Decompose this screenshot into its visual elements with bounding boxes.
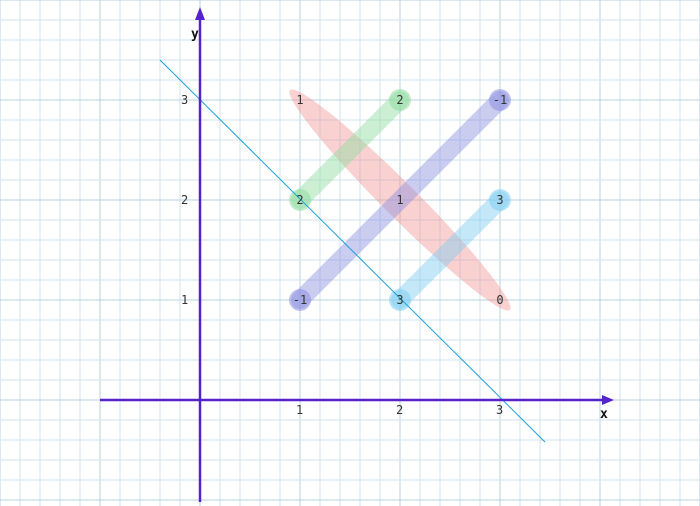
y-axis-label: y xyxy=(191,27,199,42)
pairing-bar-1 xyxy=(291,91,409,209)
x-tick-label: 1 xyxy=(296,403,303,417)
point-label: 1 xyxy=(296,93,303,107)
pairing-bar-3 xyxy=(391,191,509,309)
point-labels: 1 2 -1 2 1 3 -1 3 0 xyxy=(293,93,507,307)
x-axis-arrow-icon xyxy=(602,395,614,405)
point-label: 2 xyxy=(296,193,303,207)
pairing-endpoint xyxy=(389,289,411,311)
x-tick-label: 2 xyxy=(396,403,403,417)
x-axis-label: x xyxy=(600,407,608,422)
y-axis-arrow-icon xyxy=(195,7,205,20)
point-label: 1 xyxy=(396,193,403,207)
y-tick-label: 1 xyxy=(181,293,188,307)
pairing-ellipse-0 xyxy=(289,89,511,311)
pairing-endpoint xyxy=(489,89,511,111)
pairing-endpoint xyxy=(489,189,511,211)
trend-line-group xyxy=(159,59,546,443)
tick-labels: 1 2 3 1 2 3 xyxy=(181,93,503,417)
y-tick-label: 3 xyxy=(181,93,188,107)
pairing-endpoint xyxy=(289,189,311,211)
trend-line xyxy=(159,59,546,443)
point-label: 3 xyxy=(496,193,503,207)
point-label: -1 xyxy=(493,93,507,107)
pairing-endpoint xyxy=(389,89,411,111)
y-tick-label: 2 xyxy=(181,193,188,207)
pairing-bar-2 xyxy=(291,91,509,309)
point-label: 0 xyxy=(496,293,503,307)
axes xyxy=(100,7,614,502)
point-label: 3 xyxy=(396,293,403,307)
x-tick-label: 3 xyxy=(496,403,503,417)
point-label: -1 xyxy=(293,293,307,307)
pairing-endpoint xyxy=(289,289,311,311)
pairing-shapes xyxy=(289,89,511,311)
point-label: 2 xyxy=(396,93,403,107)
